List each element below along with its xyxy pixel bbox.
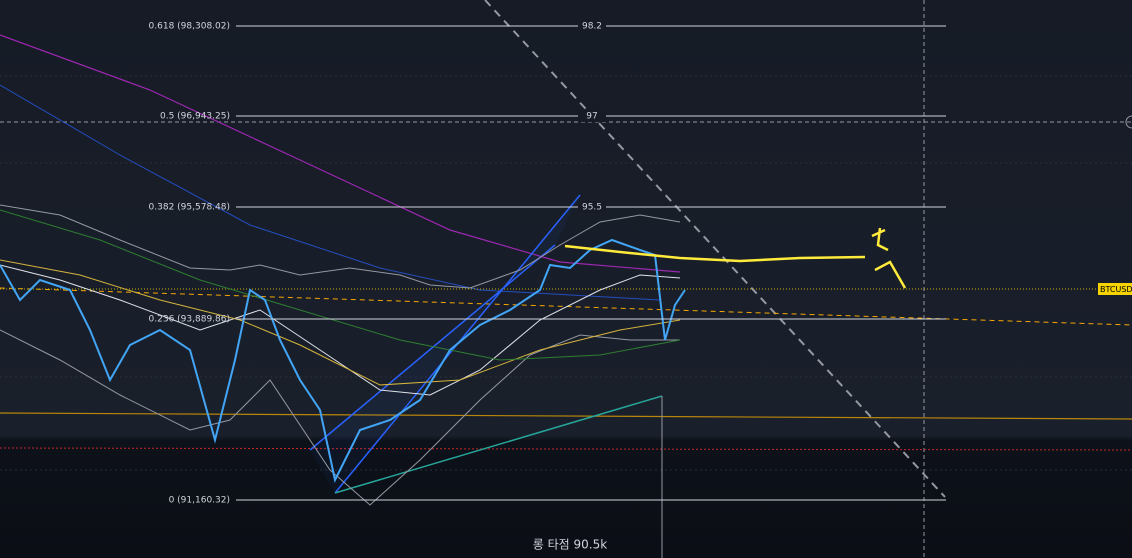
price-candles [0,238,686,483]
bb-mid [0,264,681,396]
channel-fill [310,195,580,493]
fib-tag-bg [578,110,606,122]
ma-blue [0,84,661,301]
ma-green [0,209,681,361]
fib-level-tag: 97 [586,112,597,122]
drawn-scribble [871,227,907,289]
fib-level-label: 0.618 (98,308.02) [149,22,230,32]
scroll-handle[interactable] [1125,115,1132,129]
ma-yellow [0,259,681,386]
fib-tag-bg [578,201,606,213]
annotation: 롱 타점 90.5k [533,538,607,552]
channel-lower [309,244,556,451]
fib-level-label: 0.382 (95,578.48) [149,203,230,213]
red-line [0,447,1132,451]
teal-line [334,395,663,494]
fib-retracement: 0.618 (98,308.02) 98.2 0.5 (96,943.25) 97 0.… [149,20,946,506]
symbol-tag [1098,283,1132,295]
fib-level-tag: 98.2 [582,22,602,32]
fib-level-tag: 95.5 [582,203,602,213]
trend-line [484,0,946,498]
bb-upper [0,204,681,289]
fib-tag-bg [578,20,606,32]
fib-level-label: 0.236 (93,889.86) [149,315,230,325]
grid [0,75,1132,471]
fib-level-label: 0 (91,160.32) [169,496,230,506]
support-line [0,412,1132,420]
bb-lower [0,329,680,506]
fib-level-label: 0.5 (96,943.25) [160,112,230,122]
symbol-label: BTCUSD [1100,285,1132,294]
ma-purple [0,34,681,273]
drawn-line [564,244,866,263]
